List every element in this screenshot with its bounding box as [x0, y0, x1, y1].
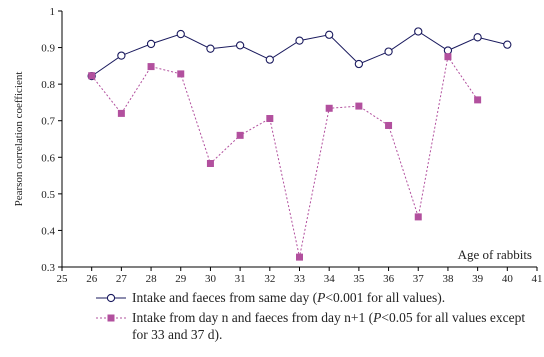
x-tick-label: 33	[294, 273, 306, 285]
data-point	[414, 213, 422, 221]
x-tick-label: 25	[57, 273, 69, 285]
x-tick-label: 39	[472, 273, 484, 285]
x-tick-label: 31	[235, 273, 246, 285]
data-point	[443, 46, 453, 55]
data-point	[236, 131, 244, 139]
data-point	[88, 72, 96, 80]
x-tick-label: 26	[86, 273, 98, 285]
data-point	[206, 44, 215, 53]
x-tick-label: 35	[353, 273, 365, 285]
data-point	[176, 29, 185, 39]
data-point	[177, 70, 185, 78]
y-tick-label: 0.7	[41, 116, 55, 128]
x-tick-label: 27	[116, 273, 128, 285]
legend-label-next-day: Intake from day n and faeces from day n+…	[132, 310, 526, 342]
data-point	[474, 96, 482, 104]
y-tick-label: 0.9	[41, 43, 55, 55]
legend-item-same-day: Intake and faeces from same day (P<0.001…	[96, 289, 542, 306]
data-point	[325, 30, 334, 39]
y-tick-label: 0.3	[41, 262, 55, 274]
data-point	[444, 53, 452, 61]
x-tick-label: 28	[146, 273, 158, 285]
data-point	[385, 121, 393, 129]
data-point	[266, 115, 274, 123]
data-point	[206, 160, 214, 168]
data-point	[117, 109, 125, 117]
legend-symbol-filled-square-icon	[96, 314, 126, 322]
series-next_day	[88, 53, 482, 261]
y-tick-label: 0.5	[41, 189, 55, 201]
data-point	[414, 27, 423, 36]
legend: Intake and faeces from same day (P<0.001…	[96, 289, 542, 346]
data-point	[117, 51, 126, 60]
data-point	[146, 39, 156, 49]
y-tick-label: 0.6	[41, 152, 55, 164]
x-tick-label: 29	[175, 273, 187, 285]
data-point	[384, 47, 393, 56]
data-point	[295, 36, 304, 45]
y-tick-label: 0.4	[41, 225, 55, 237]
x-tick-label: 32	[264, 273, 275, 285]
y-tick-label: 1	[50, 6, 56, 18]
data-point	[235, 41, 245, 50]
data-point	[473, 33, 482, 42]
y-tick-label: 0.8	[41, 79, 55, 91]
data-point	[355, 102, 363, 110]
x-tick-label: 36	[383, 273, 395, 285]
series-line-next_day	[91, 55, 479, 258]
data-point	[325, 104, 333, 112]
axes: 25 26 27 28 29 30 31 32 33 34 35 36 37 38 39 40 41 0.3 0.4…	[41, 6, 542, 285]
series-layer	[87, 27, 512, 261]
data-point	[265, 55, 274, 64]
legend-label-same-day: Intake and faeces from same day (P<0.001…	[132, 290, 446, 305]
x-tick-label: 38	[442, 273, 454, 285]
x-tick-label: 30	[205, 273, 217, 285]
annotation-age-of-rabbits: Age of rabbits	[458, 247, 532, 262]
legend-item-next-day: Intake from day n and faeces from day n+…	[96, 309, 542, 343]
data-point	[503, 40, 512, 49]
data-point	[147, 63, 155, 71]
y-axis-title: Pearson correlation coefficient	[13, 72, 25, 207]
x-tick-label: 40	[502, 273, 514, 285]
x-tick-label: 37	[413, 273, 425, 285]
x-tick-label: 34	[324, 273, 336, 285]
x-tick-label: 41	[532, 273, 543, 285]
data-point	[296, 253, 303, 261]
data-point	[354, 59, 364, 69]
legend-symbol-open-circle-icon	[96, 293, 126, 303]
